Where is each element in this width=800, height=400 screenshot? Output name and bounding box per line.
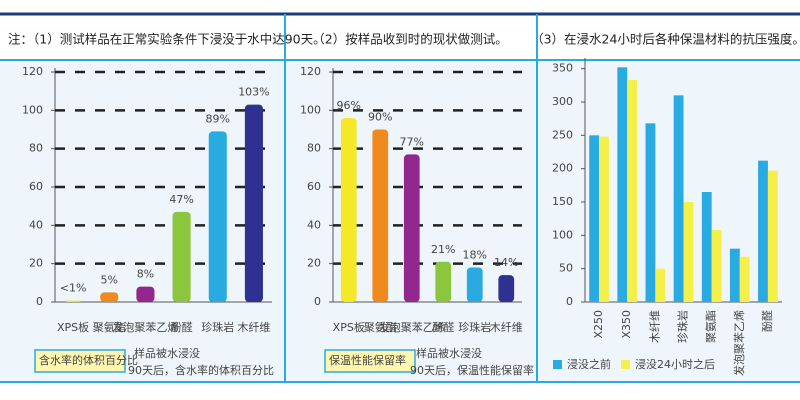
bar — [599, 136, 609, 302]
x-tick-label: 珍珠岩 — [458, 320, 491, 334]
bar — [403, 154, 420, 302]
y-tick-label: 20 — [29, 257, 43, 270]
y-tick-label: 80 — [307, 142, 321, 155]
y-tick-label: 200 — [552, 162, 573, 175]
x-tick-label: X250 — [592, 310, 605, 339]
bar — [739, 256, 750, 302]
y-tick-label: 20 — [307, 257, 321, 270]
x-tick-label: 珍珠岩 — [676, 310, 690, 343]
x-tick-label: 木纤维 — [648, 310, 661, 343]
value-label: 103% — [238, 86, 269, 99]
bar — [208, 131, 227, 302]
bar — [100, 292, 119, 302]
note-line: 90天后，含水率的体积百分比 — [128, 363, 274, 377]
bar — [435, 261, 452, 302]
bar — [64, 300, 83, 302]
x-tick-label: X350 — [620, 310, 633, 339]
x-tick-label: XPS板 — [333, 320, 365, 334]
y-tick-label: 100 — [22, 103, 43, 116]
x-tick-label: 聚氨酯 — [364, 321, 397, 334]
legend-swatch — [553, 360, 562, 369]
y-tick-label: 50 — [559, 262, 573, 275]
legend-box — [324, 349, 416, 373]
value-label: 77% — [400, 135, 424, 148]
legend-box — [34, 349, 126, 373]
value-label: 96% — [337, 99, 361, 112]
value-label: 5% — [101, 273, 118, 286]
bar — [655, 268, 666, 302]
x-tick-label: 木纤维 — [237, 321, 270, 334]
value-label: 14% — [494, 256, 518, 269]
x-tick-label: 发泡聚苯乙烯 — [379, 320, 445, 334]
note-line: 90天后，保温性能保留率 — [410, 363, 534, 377]
bar — [136, 286, 155, 302]
note-line: 样品被水浸没 — [134, 346, 200, 360]
legend-label: 浸没之前 — [567, 357, 611, 371]
y-tick-label: 40 — [29, 218, 43, 231]
x-tick-label: 发泡聚苯乙烯 — [732, 310, 746, 376]
y-tick-label: 350 — [552, 62, 573, 75]
y-tick-label: 80 — [29, 142, 43, 155]
x-tick-label: 酚醛 — [760, 310, 774, 332]
chart-title: （2）按样品收到时的现状做测试。 — [312, 32, 507, 47]
y-tick-label: 250 — [552, 128, 573, 141]
x-tick-label: 酚醛 — [432, 320, 454, 334]
bar — [589, 135, 600, 302]
y-tick-label: 120 — [300, 65, 321, 78]
bar — [627, 80, 638, 302]
x-tick-label: 酚醛 — [171, 320, 193, 334]
y-tick-label: 300 — [552, 95, 573, 108]
legend-label: 浸没24小时之后 — [635, 357, 715, 371]
x-tick-label: 木纤维 — [490, 321, 523, 334]
bar — [645, 123, 656, 302]
y-tick-label: 150 — [552, 195, 573, 208]
x-tick-label: 聚氨酯 — [705, 310, 718, 343]
y-tick-label: 0 — [566, 295, 573, 308]
bar — [711, 230, 722, 302]
note-line: 样品被水浸没 — [416, 346, 482, 360]
bar — [372, 129, 389, 302]
y-tick-label: 100 — [300, 103, 321, 116]
y-tick-label: 120 — [22, 65, 43, 78]
bar — [340, 118, 357, 302]
bar — [617, 67, 628, 302]
value-label: 18% — [463, 249, 487, 262]
bar — [767, 170, 778, 302]
x-tick-label: XPS板 — [57, 320, 89, 334]
y-tick-label: 60 — [307, 180, 321, 193]
y-tick-label: 0 — [314, 295, 321, 308]
value-label: <1% — [60, 281, 87, 294]
chart-title: （3）在浸水24小时后各种保温材料的抗压强度。 — [531, 32, 800, 47]
legend-label: 保温性能保留率 — [329, 353, 406, 367]
bar — [729, 248, 740, 302]
value-label: 89% — [206, 112, 230, 125]
bar — [683, 202, 694, 302]
bar — [701, 192, 712, 302]
x-tick-label: 聚氨酯 — [93, 321, 126, 334]
bar — [673, 95, 684, 302]
y-tick-label: 40 — [307, 218, 321, 231]
value-label: 47% — [169, 193, 193, 206]
value-label: 21% — [431, 243, 455, 256]
bar — [758, 160, 768, 302]
value-label: 8% — [137, 268, 154, 281]
bar — [466, 267, 483, 302]
y-tick-label: 100 — [552, 228, 573, 241]
bar — [244, 104, 263, 302]
chart-title: 注：（1）测试样品在正常实验条件下浸没于水中达90天。 — [8, 32, 326, 47]
y-tick-label: 60 — [29, 180, 43, 193]
y-tick-label: 0 — [36, 295, 43, 308]
x-tick-label: 珍珠岩 — [201, 320, 234, 334]
bar — [172, 211, 191, 302]
legend-swatch — [621, 360, 630, 369]
panel-background — [0, 60, 800, 382]
value-label: 90% — [368, 111, 392, 124]
x-tick-label: 发泡聚苯乙烯 — [112, 320, 178, 334]
legend-label: 含水率的体积百分比 — [39, 353, 138, 367]
bar — [498, 275, 515, 302]
